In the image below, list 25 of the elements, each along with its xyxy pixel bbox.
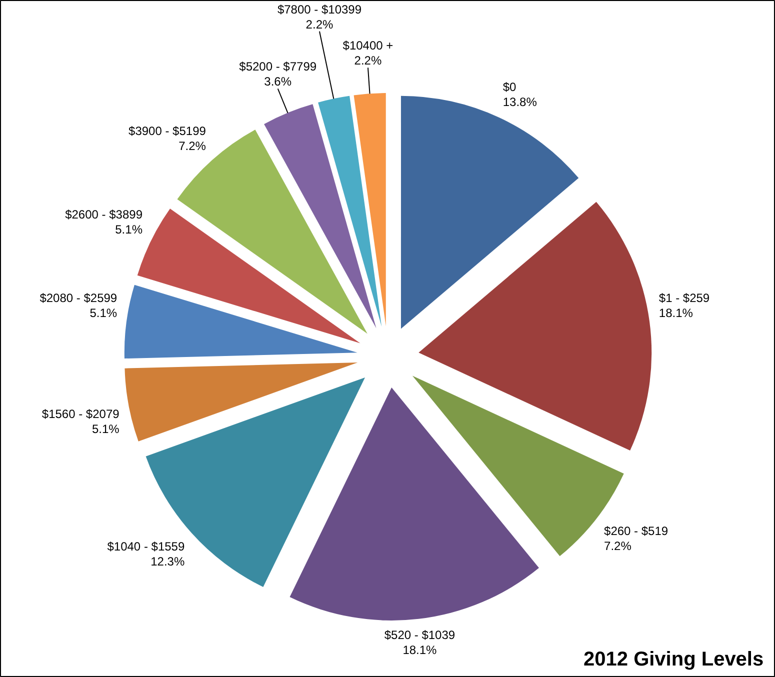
data-label: 2.2% [306, 17, 334, 32]
slice-label: $2080 - $2599 [40, 291, 118, 306]
slice-label: $10400 + [342, 38, 394, 53]
text: 2012 Giving Levels [584, 648, 764, 670]
data-label: 3.6% [264, 74, 292, 89]
slice-label: $520 - $1039 [384, 628, 456, 642]
data-label: 2.2% [354, 54, 382, 68]
slice-label: $1 - $259 [658, 291, 710, 306]
data-label: 5.1% [115, 222, 143, 237]
data-label: 7.2% [178, 139, 206, 154]
data-label: 12.3% [150, 554, 185, 568]
data-label: 7.2% [604, 539, 632, 554]
slice-label: $0 [502, 80, 517, 94]
slice-label: $2600 - $3899 [65, 208, 143, 222]
slice-label: $3900 - $5199 [128, 124, 206, 138]
slice-label: $5200 - $7799 [239, 60, 317, 74]
data-label: 5.1% [92, 422, 120, 436]
data-label: 13.8% [502, 94, 538, 109]
data-label: 5.1% [90, 306, 118, 320]
data-label: 18.1% [658, 306, 694, 320]
slice-label: $260 - $519 [604, 524, 668, 538]
slice-label: $1560 - $2079 [42, 407, 120, 422]
slice-label: $1040 - $1559 [107, 539, 185, 554]
slice-label: $7800 - $10399 [277, 2, 362, 16]
data-label: 18.1% [402, 643, 438, 658]
